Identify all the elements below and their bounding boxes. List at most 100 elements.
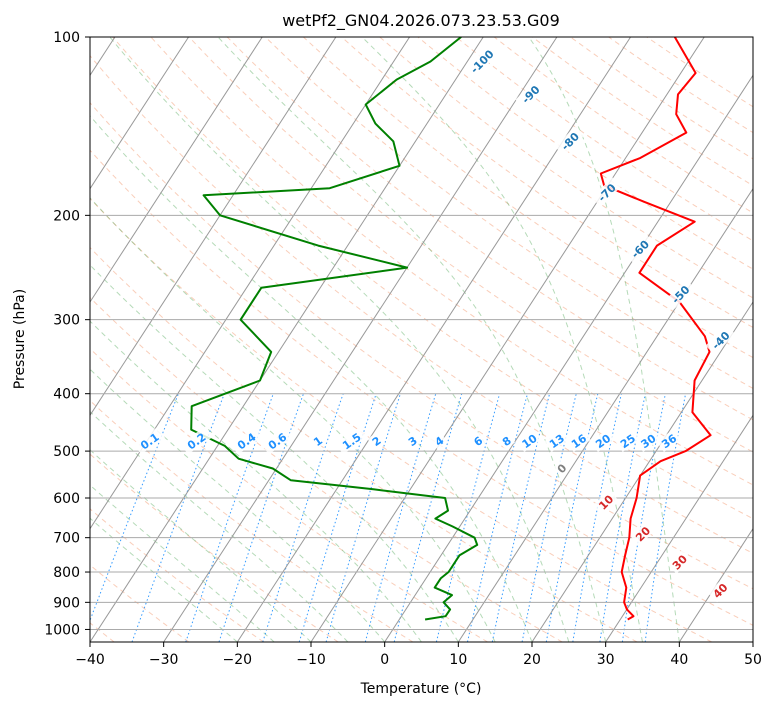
- x-tick-label: 20: [523, 652, 541, 668]
- mixing-ratio-label-bg: [544, 429, 569, 452]
- mixing-ratio-label-bg: [367, 431, 385, 450]
- chart-title: wetPf2_GN04.2026.073.23.53.G09: [282, 11, 560, 31]
- sounding-traces: [190, 37, 712, 621]
- dry-adiabat-label-bg: [463, 43, 500, 80]
- mixing-ratio-line: [393, 393, 463, 642]
- mixing-ratio-label-bg: [497, 431, 516, 450]
- y-tick-label: 500: [53, 444, 80, 460]
- isotherm: [90, 37, 263, 303]
- mixing-ratio-line: [185, 393, 274, 642]
- y-tick-label: 100: [53, 30, 80, 46]
- isotherm: [90, 37, 337, 417]
- mixing-ratio-line: [599, 393, 646, 642]
- moist-adiabat: [90, 264, 459, 642]
- sounding-line: [190, 37, 479, 621]
- mixing-ratio-line: [298, 393, 377, 642]
- isotherm: [90, 37, 484, 642]
- isotherm: [605, 414, 753, 642]
- mixing-ratio-label-bg: [308, 431, 327, 450]
- isotherm: [678, 527, 753, 642]
- dry-adiabat-label-bg: [591, 177, 622, 208]
- mixing-ratio-line: [572, 393, 622, 642]
- mixing-ratio-line: [131, 393, 225, 642]
- moist-adiabat: [90, 368, 386, 642]
- mixing-ratio-line: [364, 393, 437, 642]
- moist-adiabat: [361, 37, 643, 642]
- isotherm: [457, 187, 753, 642]
- y-tick-label: 700: [53, 531, 80, 547]
- moist-adiabat-label-bg: [667, 549, 692, 574]
- x-tick-label: −10: [296, 652, 326, 668]
- y-tick-label: 300: [53, 313, 80, 329]
- mixing-ratio-line: [262, 393, 344, 642]
- dry-adiabat: [112, 37, 753, 520]
- mixing-ratio-line: [491, 393, 551, 642]
- mixing-ratio-label-bg: [566, 429, 591, 452]
- axis-ticks: −40 −30 −20 −10 0 10 20 30 40 50 100 200 300 400 500 60…: [44, 30, 762, 668]
- dry-adiabat-label-bg: [705, 324, 736, 355]
- moist-adiabat-label-bg: [593, 489, 618, 514]
- sounding-line: [599, 37, 712, 621]
- mixing-ratio-label-bg: [516, 429, 542, 452]
- moist-adiabat: [109, 37, 570, 642]
- mixing-ratio-line: [325, 393, 401, 642]
- mixing-ratio-label-bg: [615, 429, 640, 452]
- dry-adiabat: [90, 54, 753, 554]
- dry-adiabat-label-bg: [515, 79, 546, 109]
- x-tick-label: 0: [380, 652, 389, 668]
- dry-adiabat: [90, 347, 488, 642]
- mixing-ratio-line: [90, 393, 179, 622]
- mixing-ratio-line: [435, 393, 501, 642]
- y-tick-label: 800: [53, 565, 80, 581]
- mixing-ratio-label-bg: [590, 429, 615, 452]
- dry-adiabat-label-bg: [624, 233, 655, 264]
- dry-adiabat: [341, 37, 753, 329]
- dry-adiabat-label-bg: [554, 126, 585, 156]
- y-tick-label: 600: [53, 491, 80, 507]
- mixing-ratio-line: [467, 393, 528, 642]
- y-tick-label: 900: [53, 595, 80, 611]
- isotherm: [90, 37, 411, 530]
- isotherm: [163, 37, 558, 642]
- dry-adiabat: [90, 508, 264, 642]
- isotherm: [310, 37, 705, 642]
- isotherm: [90, 37, 190, 190]
- x-tick-label: −40: [75, 652, 105, 668]
- mixing-ratio-label-bg: [230, 426, 262, 455]
- dry-adiabat: [264, 37, 753, 389]
- isotherm: [384, 74, 753, 642]
- mixing-ratio-label-bg: [261, 426, 293, 455]
- x-tick-label: 50: [744, 652, 762, 668]
- moist-adiabat: [90, 410, 349, 642]
- mixing-ratio-line: [545, 393, 599, 642]
- dry-adiabat-label-bg: [665, 279, 696, 310]
- y-tick-label: 200: [53, 208, 80, 224]
- mixing-ratio-label-bg: [335, 426, 368, 455]
- dry-adiabat: [188, 37, 753, 453]
- mixing-ratio-line: [218, 393, 304, 642]
- mixing-ratio-label-bg: [133, 426, 166, 455]
- plot-frame: [89, 36, 754, 643]
- x-tick-label: −20: [223, 652, 253, 668]
- mixing-ratio-label-bg: [430, 431, 448, 450]
- moist-adiabat: [528, 37, 680, 642]
- moist-adiabat-label-bg: [707, 578, 732, 603]
- mixing-ratio-label-bg: [403, 431, 422, 450]
- dry-adiabat: [90, 246, 638, 642]
- dry-adiabat: [90, 149, 753, 626]
- x-tick-label: 40: [670, 652, 688, 668]
- y-tick-label: 400: [53, 387, 80, 403]
- dry-adiabat: [90, 197, 712, 642]
- moist-adiabat-label-bg: [630, 521, 655, 546]
- moist-adiabat: [90, 115, 533, 642]
- y-tick-label: 1000: [44, 622, 80, 638]
- x-tick-label: 10: [449, 652, 467, 668]
- mixing-ratio-label-bg: [468, 431, 487, 450]
- moist-adiabat: [90, 197, 496, 642]
- x-axis-label: Temperature (°C): [360, 681, 482, 697]
- mixing-ratio-label-bg: [635, 429, 661, 452]
- mixing-ratio-line: [521, 393, 577, 642]
- x-tick-label: 30: [597, 652, 615, 668]
- x-tick-label: −30: [149, 652, 179, 668]
